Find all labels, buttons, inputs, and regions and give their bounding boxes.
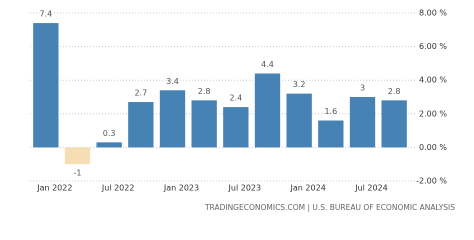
value-label: 1.6 [324,107,337,116]
x-tick-label: Jan 2024 [290,184,326,193]
value-label: 2.8 [388,87,401,96]
y-tick-label: 2.00 % [419,109,447,118]
bar [223,107,249,148]
value-label: 3.4 [166,77,179,86]
value-label: -1 [74,169,82,178]
y-tick-label: 8.00 % [419,9,447,18]
bar [64,147,91,165]
x-tick-label: Jul 2022 [101,184,135,193]
bar [128,102,154,148]
value-label: 2.7 [134,89,147,98]
value-label: 7.4 [39,10,52,19]
y-tick-label: 6.00 % [419,42,447,51]
value-label: 3 [360,84,365,93]
value-label: 2.4 [229,94,242,103]
bar [33,23,59,148]
bar [286,93,312,148]
y-tick-label: 0.00 % [419,143,447,152]
chart: TRADINGECONOMICS.COM | U.S. BUREAU OF EC… [30,9,455,212]
page: TRADINGECONOMICS.COM | U.S. BUREAU OF EC… [30,8,456,212]
value-label: 4.4 [261,60,274,69]
x-tick-label: Jul 2023 [228,184,262,193]
bar [318,120,344,148]
y-tick-label: -2.00 % [416,177,447,186]
value-label: 2.8 [198,87,211,96]
bar [254,73,281,148]
x-tick-label: Jan 2022 [36,184,72,193]
x-tick-label: Jan 2023 [163,184,199,193]
bar [96,142,122,148]
bar [191,100,217,148]
x-tick-label: Jul 2024 [354,184,388,193]
value-label: 0.3 [103,129,116,138]
bar [381,100,407,148]
y-tick-label: 4.00 % [419,76,447,85]
value-label: 3.2 [293,80,306,89]
bar [349,97,376,148]
source-note: TRADINGECONOMICS.COM | U.S. BUREAU OF EC… [204,203,455,212]
bar [159,90,186,148]
